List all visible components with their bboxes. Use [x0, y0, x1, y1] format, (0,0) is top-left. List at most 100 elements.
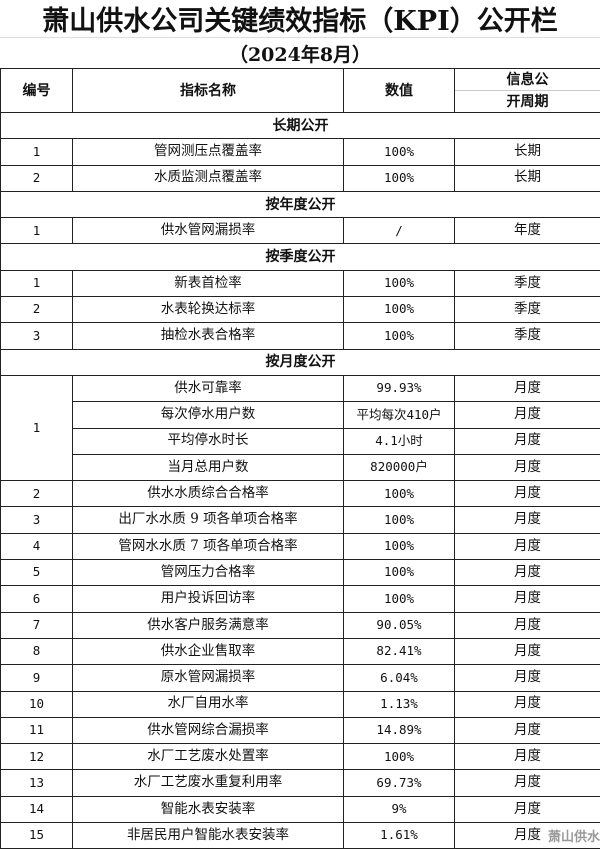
indicator-value: 14.89%: [344, 717, 455, 743]
disclosure-period: 月度: [455, 691, 600, 717]
indicator-value: 1.61%: [344, 823, 455, 849]
disclosure-period: 月度: [455, 612, 600, 638]
row-number: 15: [1, 823, 73, 849]
indicator-value: 平均每次410户: [344, 402, 455, 428]
indicator-value: 820000户: [344, 454, 455, 480]
header-row: 编号 指标名称 数值 信息公: [1, 69, 600, 91]
disclosure-period: 月度: [455, 638, 600, 664]
header-no: 编号: [1, 69, 73, 113]
indicator-name: 管网水水质 7 项各单项合格率: [73, 533, 344, 559]
indicator-name: 供水企业售取率: [73, 638, 344, 664]
disclosure-period: 月度: [455, 717, 600, 743]
table-row: 每次停水用户数平均每次410户月度: [1, 402, 600, 428]
indicator-value: 100%: [344, 270, 455, 296]
indicator-name: 出厂水水质 9 项各单项合格率: [73, 507, 344, 533]
disclosure-period: 年度: [455, 218, 600, 244]
disclosure-period: 月度: [455, 533, 600, 559]
row-number: 2: [1, 297, 73, 323]
row-number: 2: [1, 165, 73, 191]
disclosure-period: 月度: [455, 428, 600, 454]
disclosure-period: 月度: [455, 586, 600, 612]
indicator-name: 当月总用户数: [73, 454, 344, 480]
section-row: 按季度公开: [1, 244, 600, 270]
indicator-name: 非居民用户智能水表安装率: [73, 823, 344, 849]
indicator-name: 供水可靠率: [73, 375, 344, 401]
section-label: 按季度公开: [1, 244, 600, 270]
header-period-1: 信息公: [455, 69, 600, 91]
section-row: 按年度公开: [1, 191, 600, 217]
row-number: 12: [1, 744, 73, 770]
indicator-value: 100%: [344, 323, 455, 349]
row-number: 14: [1, 796, 73, 822]
indicator-value: 9%: [344, 796, 455, 822]
indicator-value: 69.73%: [344, 770, 455, 796]
row-number: 11: [1, 717, 73, 743]
disclosure-period: 月度: [455, 481, 600, 507]
indicator-value: 100%: [344, 139, 455, 165]
section-label: 长期公开: [1, 113, 600, 139]
indicator-name: 管网压力合格率: [73, 560, 344, 586]
indicator-name: 供水客户服务满意率: [73, 612, 344, 638]
indicator-value: 99.93%: [344, 375, 455, 401]
disclosure-period: 月度: [455, 507, 600, 533]
row-number: 3: [1, 323, 73, 349]
indicator-name: 供水水质综合合格率: [73, 481, 344, 507]
indicator-value: 100%: [344, 165, 455, 191]
disclosure-period: 季度: [455, 270, 600, 296]
watermark: 萧山供水: [548, 826, 600, 845]
disclosure-period: 月度: [455, 770, 600, 796]
disclosure-period: 长期: [455, 139, 600, 165]
section-row: 长期公开: [1, 113, 600, 139]
indicator-value: 100%: [344, 533, 455, 559]
indicator-name: 新表首检率: [73, 270, 344, 296]
indicator-value: 100%: [344, 744, 455, 770]
indicator-name: 供水管网漏损率: [73, 218, 344, 244]
header-value: 数值: [344, 69, 455, 113]
section-row: 按月度公开: [1, 349, 600, 375]
indicator-value: 100%: [344, 481, 455, 507]
disclosure-period: 长期: [455, 165, 600, 191]
indicator-value: 100%: [344, 297, 455, 323]
indicator-value: 4.1小时: [344, 428, 455, 454]
row-number: 13: [1, 770, 73, 796]
indicator-name: 水厂自用水率: [73, 691, 344, 717]
indicator-value: /: [344, 218, 455, 244]
disclosure-period: 月度: [455, 454, 600, 480]
row-number: 7: [1, 612, 73, 638]
row-number: 4: [1, 533, 73, 559]
indicator-name: 水厂工艺废水处置率: [73, 744, 344, 770]
indicator-value: 82.41%: [344, 638, 455, 664]
indicator-value: 100%: [344, 560, 455, 586]
row-number: 3: [1, 507, 73, 533]
row-number: 5: [1, 560, 73, 586]
disclosure-period: 月度: [455, 560, 600, 586]
page-title: 萧山供水公司关键绩效指标（KPI）公开栏: [0, 0, 600, 38]
indicator-name: 水质监测点覆盖率: [73, 165, 344, 191]
row-number: 10: [1, 691, 73, 717]
page-subtitle: （2024年8月）: [0, 38, 600, 68]
indicator-value: 90.05%: [344, 612, 455, 638]
indicator-name: 水厂工艺废水重复利用率: [73, 770, 344, 796]
header-name: 指标名称: [73, 69, 344, 113]
section-label: 按月度公开: [1, 349, 600, 375]
indicator-name: 原水管网漏损率: [73, 665, 344, 691]
